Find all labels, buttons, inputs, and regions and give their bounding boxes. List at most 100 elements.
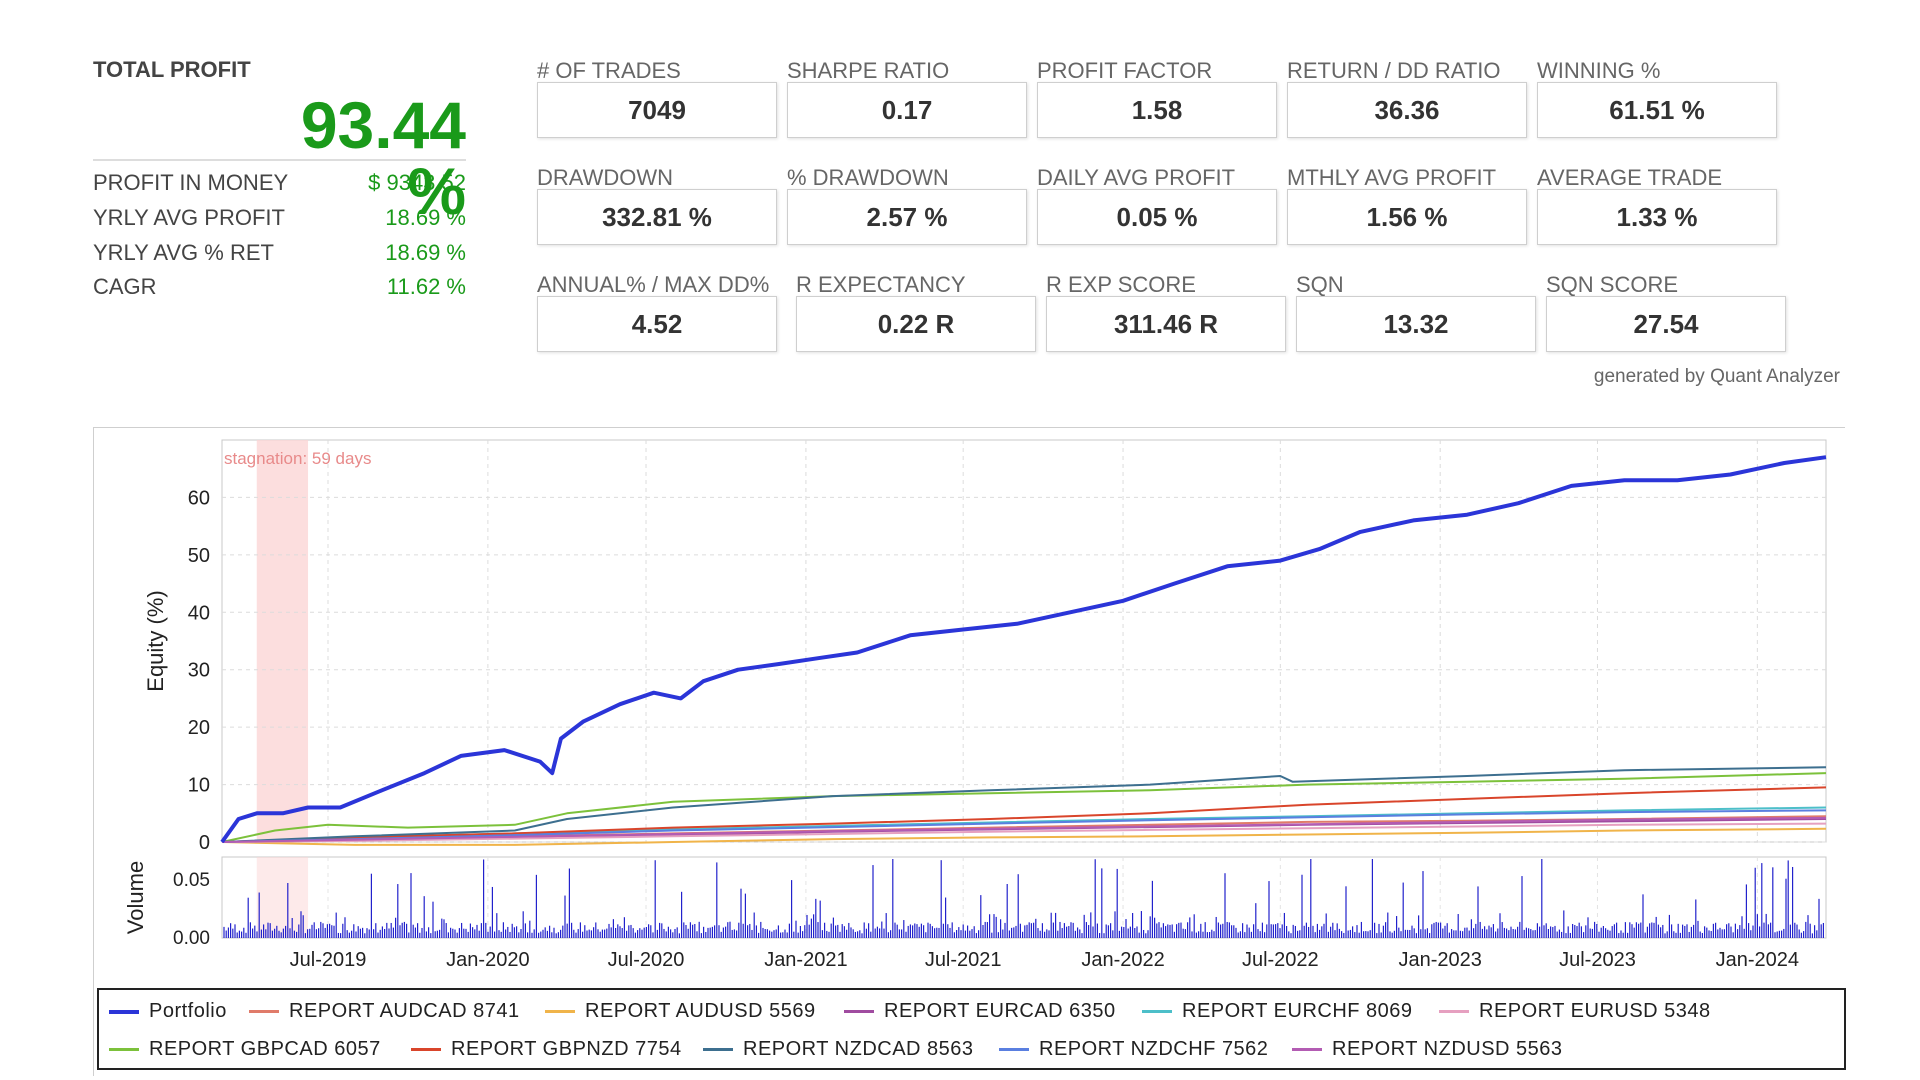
legend-item: REPORT EURCHF 8069 (1142, 1000, 1413, 1023)
legend-item: REPORT AUDCAD 8741 (249, 1000, 520, 1023)
series-line-report-nzdchf-7562 (221, 809, 1827, 843)
legend-swatch (999, 1048, 1029, 1052)
summary-row-value: 11.62 % (386, 274, 466, 299)
legend-item: REPORT AUDUSD 5569 (545, 1000, 816, 1023)
x-tick-label: Jul-2019 (290, 949, 367, 971)
legend-label: REPORT NZDCAD 8563 (743, 1038, 974, 1060)
legend-swatch (109, 1048, 139, 1052)
metric-value-sqn-score: 27.54 (1546, 296, 1786, 352)
metric-label-profit-factor: PROFIT FACTOR (1037, 58, 1213, 83)
metric-value-r-expectancy: 0.22 R (796, 296, 1036, 352)
legend-swatch (1292, 1048, 1322, 1052)
metric-value-winning: 61.51 % (1537, 82, 1777, 138)
summary-row-profit-money: PROFIT IN MONEY $ 9343.52 (93, 170, 466, 200)
series-line-report-audusd-5569 (221, 827, 1827, 846)
y-axis-label: Equity (%) (143, 590, 168, 691)
legend-label: Portfolio (149, 1000, 227, 1022)
volume-bars (223, 859, 1825, 938)
metric-label-average-trade: AVERAGE TRADE (1537, 165, 1723, 190)
metric-label-winning: WINNING % (1537, 58, 1661, 83)
summary-row-yearly-avg-ret: YRLY AVG % RET 18.69 % (93, 240, 466, 270)
total-profit-divider (93, 159, 466, 161)
metric-label-monthly-avg: MTHLY AVG PROFIT (1287, 165, 1497, 190)
summary-row-value: 18.69 % (385, 205, 466, 230)
metric-label-daily-avg: DAILY AVG PROFIT (1037, 165, 1236, 190)
chart-frame (93, 427, 1845, 1076)
summary-row-value: $ 9343.52 (368, 170, 466, 195)
stagnation-band (256, 440, 309, 842)
legend-label: REPORT GBPCAD 6057 (149, 1038, 381, 1060)
metric-value-drawdown: 332.81 % (537, 189, 777, 245)
x-tick-label: Jan-2023 (1399, 949, 1482, 971)
legend-swatch (1439, 1010, 1469, 1014)
x-tick-label: Jan-2021 (764, 949, 847, 971)
series-line-portfolio (220, 455, 1827, 844)
metric-label-sqn: SQN (1296, 272, 1344, 297)
legend-item: REPORT GBPCAD 6057 (109, 1038, 381, 1061)
metric-label-drawdown: DRAWDOWN (537, 165, 674, 190)
legend-label: REPORT EURCAD 6350 (884, 1000, 1116, 1022)
metric-label-annual-maxdd: ANNUAL% / MAX DD% (537, 272, 770, 297)
x-tick-label: Jul-2023 (1559, 949, 1636, 971)
stagnation-band-volume (256, 857, 309, 938)
series-line-report-eurusd-5348 (221, 822, 1827, 843)
metric-value-annual-maxdd: 4.52 (537, 296, 777, 352)
metric-value-profit-factor: 1.58 (1037, 82, 1277, 138)
total-profit-label: TOTAL PROFIT (93, 57, 251, 82)
volume-axis-label: Volume (123, 861, 148, 934)
legend-label: REPORT AUDCAD 8741 (289, 1000, 520, 1022)
metric-value-sqn: 13.32 (1296, 296, 1536, 352)
summary-row-label: YRLY AVG % RET (93, 240, 274, 265)
y-tick-label: 40 (188, 602, 210, 624)
metric-label-return-dd: RETURN / DD RATIO (1287, 58, 1501, 83)
summary-row-yearly-avg-profit: YRLY AVG PROFIT 18.69 % (93, 205, 466, 235)
y-tick-label: 20 (188, 717, 210, 739)
legend-item: REPORT NZDUSD 5563 (1292, 1038, 1563, 1061)
metric-label-trades: # OF TRADES (537, 58, 681, 83)
legend-swatch (249, 1010, 279, 1014)
series-line-report-nzdcad-8563 (221, 766, 1827, 843)
legend-item: Portfolio (109, 1000, 227, 1023)
stagnation-label: stagnation: 59 days (224, 449, 371, 468)
legend-swatch (703, 1048, 733, 1052)
volume-tick-label: 0.05 (173, 870, 210, 891)
y-tick-label: 50 (188, 545, 210, 567)
summary-row-label: PROFIT IN MONEY (93, 170, 289, 195)
total-profit-value: 93.44 % (300, 88, 466, 228)
legend-label: REPORT NZDCHF 7562 (1039, 1038, 1269, 1060)
chart-legend: Portfolio REPORT AUDCAD 8741 REPORT AUDUSD… (97, 988, 1846, 1070)
volume-plot-area (221, 856, 1827, 939)
metric-value-monthly-avg: 1.56 % (1287, 189, 1527, 245)
y-tick-label: 60 (188, 487, 210, 509)
x-tick-label: Jan-2024 (1716, 949, 1799, 971)
legend-item: REPORT NZDCAD 8563 (703, 1038, 974, 1061)
metric-value-r-exp-score: 311.46 R (1046, 296, 1286, 352)
metric-value-average-trade: 1.33 % (1537, 189, 1777, 245)
legend-label: REPORT EURCHF 8069 (1182, 1000, 1413, 1022)
metric-label-r-exp-score: R EXP SCORE (1046, 272, 1196, 297)
legend-item: REPORT EURCAD 6350 (844, 1000, 1116, 1023)
legend-item: REPORT NZDCHF 7562 (999, 1038, 1268, 1061)
legend-swatch (109, 1009, 139, 1014)
metric-label-r-expectancy: R EXPECTANCY (796, 272, 966, 297)
y-tick-label: 30 (188, 660, 210, 682)
metric-label-sharpe: SHARPE RATIO (787, 58, 950, 83)
x-tick-label: Jul-2020 (608, 949, 685, 971)
legend-item: REPORT EURUSD 5348 (1439, 1000, 1711, 1023)
legend-swatch (545, 1010, 575, 1014)
summary-row-label: YRLY AVG PROFIT (93, 205, 285, 230)
legend-swatch (411, 1048, 441, 1052)
y-tick-label: 0 (199, 832, 210, 854)
legend-swatch (844, 1010, 874, 1014)
legend-label: REPORT NZDUSD 5563 (1332, 1038, 1563, 1060)
x-tick-label: Jan-2022 (1081, 949, 1164, 971)
series-line-report-gbpcad-6057 (221, 772, 1827, 843)
volume-tick-label: 0.00 (173, 928, 210, 949)
x-tick-label: Jul-2022 (1242, 949, 1319, 971)
x-tick-label: Jan-2020 (446, 949, 529, 971)
metric-value-sharpe: 0.17 (787, 82, 1027, 138)
metric-value-trades: 7049 (537, 82, 777, 138)
summary-row-label: CAGR (93, 274, 157, 299)
metric-label-sqn-score: SQN SCORE (1546, 272, 1679, 297)
